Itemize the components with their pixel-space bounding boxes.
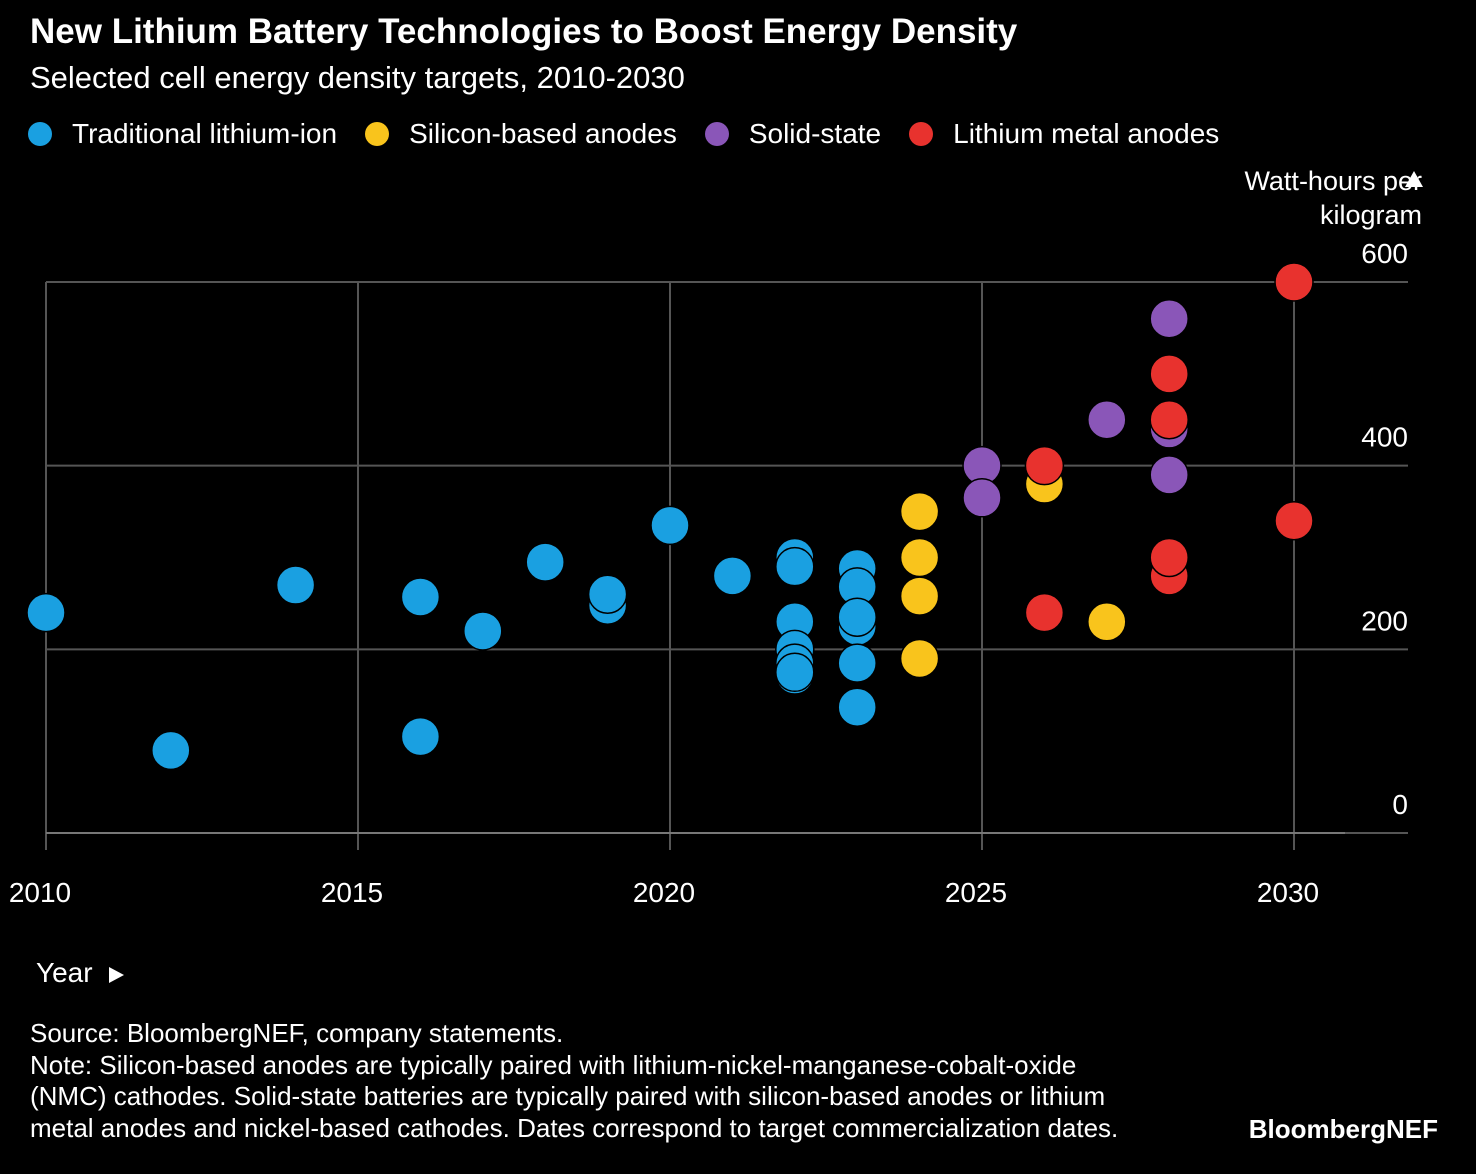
data-point-s1-5 — [1087, 602, 1127, 642]
legend-item-lithium-metal: Lithium metal anodes — [909, 118, 1219, 150]
legend-label-lithium-metal: Lithium metal anodes — [953, 118, 1220, 149]
data-point-s1-0 — [899, 491, 940, 532]
x-tick-label-2020: 2020 — [633, 877, 695, 908]
chart-title: New Lithium Battery Technologies to Boos… — [30, 12, 1018, 51]
data-point-s2-3 — [1149, 298, 1189, 339]
y-tick-label-600: 600 — [1361, 238, 1408, 269]
data-point-s0-2 — [275, 565, 316, 605]
legend-label-silicon: Silicon-based anodes — [409, 118, 677, 149]
note-line-1: Note: Silicon-based anodes are typically… — [30, 1049, 1077, 1080]
legend-label-solid-state: Solid-state — [748, 118, 882, 149]
data-point-s0-10 — [712, 556, 753, 596]
chart-subtitle: Selected cell energy density targets, 20… — [30, 60, 685, 95]
data-point-s3-1 — [1024, 592, 1065, 633]
data-point-s0-22 — [837, 643, 877, 683]
note-line-3: metal anodes and nickel-based cathodes. … — [30, 1112, 1119, 1143]
note-line-2: (NMC) cathodes. Solid-state batteries ar… — [30, 1081, 1106, 1111]
data-point-s3-6 — [1274, 262, 1314, 302]
legend-swatch-traditional — [28, 122, 52, 146]
x-tick-label-2010: 2010 — [9, 877, 71, 908]
y-axis-label-line-2: kilogram — [1319, 200, 1422, 230]
data-point-s3-5 — [1149, 537, 1189, 578]
legend-label-traditional: Traditional lithium-ion — [72, 118, 338, 149]
data-point-s2-1 — [962, 478, 1002, 518]
data-point-s3-7 — [1274, 501, 1314, 541]
data-point-s0-5 — [463, 611, 503, 651]
data-point-s0-8 — [587, 574, 628, 614]
right-arrow-icon — [109, 966, 125, 983]
legend-item-traditional: Traditional lithium-ion — [28, 118, 337, 150]
x-axis-label: Year — [36, 957, 126, 989]
x-tick-label-2030: 2030 — [1257, 877, 1319, 908]
data-point-s0-21 — [837, 597, 877, 637]
legend-swatch-lithium-metal — [909, 122, 934, 146]
x-axis-label-text: Year — [36, 957, 93, 988]
data-point-s0-4 — [400, 577, 441, 617]
data-point-s3-0 — [1024, 445, 1065, 486]
data-point-s0-1 — [151, 730, 191, 771]
data-point-s0-9 — [650, 505, 690, 546]
y-tick-label-200: 200 — [1361, 605, 1408, 636]
up-arrow-icon — [1405, 171, 1423, 187]
legend-swatch-solid-state — [704, 122, 729, 146]
legend-item-solid-state: Solid-state — [704, 118, 882, 150]
x-tick-label-2015: 2015 — [321, 877, 383, 908]
data-point-s3-3 — [1149, 400, 1189, 440]
legend: Traditional lithium-ion Silicon-based an… — [28, 118, 1247, 150]
legend-item-silicon: Silicon-based anodes — [365, 118, 677, 150]
legend-swatch-silicon — [365, 122, 390, 146]
data-point-s0-17 — [775, 652, 815, 693]
y-tick-label-0: 0 — [1392, 789, 1408, 820]
source-text: Source: BloombergNEF, company statements… — [30, 1018, 564, 1048]
data-point-s0-0 — [26, 592, 66, 633]
y-axis-label: Watt-hours per kilogram — [1244, 164, 1422, 232]
data-point-s1-2 — [899, 576, 940, 616]
brand-logo: BloombergNEF — [1248, 1114, 1438, 1144]
data-point-s1-3 — [899, 638, 940, 679]
data-point-s0-6 — [525, 542, 565, 582]
data-point-s0-23 — [837, 687, 877, 727]
data-point-s2-2 — [1087, 400, 1127, 440]
data-point-s0-3 — [400, 716, 441, 757]
data-point-s3-2 — [1149, 354, 1189, 394]
y-axis-label-line-1: Watt-hours per — [1244, 166, 1422, 196]
x-tick-label-2025: 2025 — [945, 877, 1007, 908]
footnote: Source: BloombergNEF, company statements… — [30, 1018, 1210, 1144]
y-tick-label-400: 400 — [1361, 422, 1408, 453]
data-point-s0-12 — [775, 546, 815, 587]
data-point-s2-5 — [1149, 455, 1189, 495]
data-point-s1-1 — [899, 537, 940, 578]
